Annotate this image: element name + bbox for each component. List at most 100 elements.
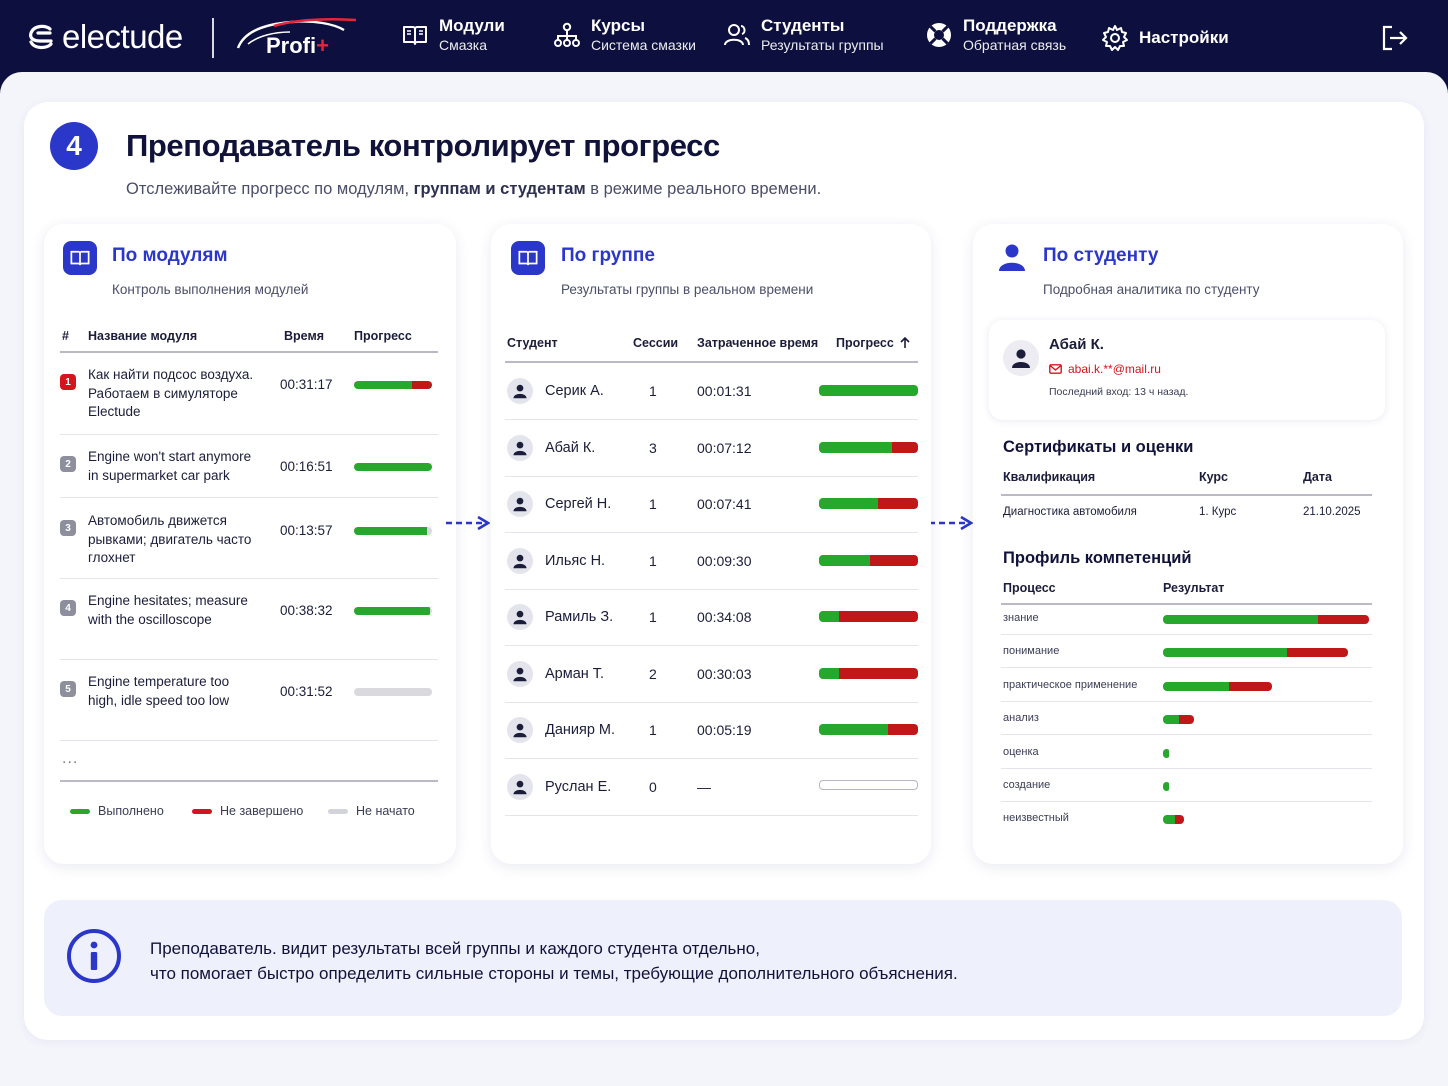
module-number: 3 [60, 520, 76, 536]
sessions-count: 3 [649, 439, 657, 456]
row-divider [505, 588, 918, 590]
module-name[interactable]: Engine won't start anymore in supermarke… [88, 449, 252, 483]
spent-time: 00:07:12 [697, 439, 752, 456]
sessions-count: 2 [649, 665, 657, 682]
book-icon [63, 241, 97, 275]
student-profile-card[interactable]: Абай К. abai.k.**@mail.ru Последний вход… [989, 320, 1385, 420]
table-row[interactable]: Рамиль З. 1 00:34:08 [505, 590, 918, 646]
module-name[interactable]: Автомобиль движется рывками; двигатель ч… [88, 513, 252, 565]
col-progress-sortable[interactable]: Прогресс [836, 336, 910, 350]
legend-incomplete-swatch [192, 808, 212, 814]
user-icon [513, 723, 527, 738]
module-time: 00:38:32 [280, 603, 333, 618]
competency-done-segment [1163, 782, 1170, 791]
modules-panel: По модулям Контроль выполнения модулей #… [44, 224, 456, 864]
competency-bar [1163, 715, 1194, 725]
competency-bar [1163, 815, 1184, 825]
competency-name: создание [1003, 779, 1051, 791]
sessions-count: 1 [649, 722, 657, 738]
logo-text: electude [62, 18, 183, 55]
student-email[interactable]: abai.k.**@mail.ru [1049, 362, 1161, 376]
legend-not-started: Не начато [328, 804, 415, 818]
sessions-count: 1 [649, 552, 657, 569]
electude-logo[interactable]: electude [26, 18, 183, 56]
student-name: Ильяс Н. [545, 552, 606, 569]
row-divider [1001, 700, 1372, 702]
competency-name: анализ [1003, 712, 1039, 725]
sessions-count: 1 [649, 383, 657, 399]
row-divider [1001, 801, 1372, 802]
row-divider [505, 701, 918, 703]
table-row[interactable]: Абай К. 3 00:07:12 [505, 421, 918, 477]
nav-item-modules[interactable]: Модули Смазка [401, 16, 505, 54]
table-row[interactable]: Сергей Н. 1 00:07:41 [505, 477, 918, 533]
competency-bar [1163, 782, 1170, 791]
row-divider [505, 419, 918, 420]
cert-header-divider [1001, 494, 1372, 496]
user-icon [999, 244, 1025, 271]
logout-icon[interactable] [1380, 24, 1408, 52]
module-number: 4 [60, 600, 76, 616]
avatar [507, 773, 533, 800]
info-box: Преподаватель. видит результаты всей гру… [44, 900, 1402, 1016]
sessions-count: 1 [649, 496, 657, 512]
competency-name: оценка [1003, 745, 1039, 758]
competency-done-segment [1163, 748, 1170, 758]
progress-done-segment [819, 611, 839, 622]
student-name: Руслан Е. [545, 778, 612, 795]
col-progress: Прогресс [354, 329, 412, 343]
student-panel: По студенту Подробная аналитика по студе… [973, 224, 1403, 864]
cert-course: 1. Курс [1199, 506, 1237, 518]
row-divider [1001, 767, 1372, 769]
cert-date: 21.10.2025 [1303, 506, 1361, 518]
avatar [507, 717, 533, 743]
nav-item-students[interactable]: Студенты Результаты группы [723, 16, 884, 54]
competency-name: практическое применение [1003, 678, 1138, 691]
legend-done: Выполнено [70, 804, 164, 818]
table-row[interactable]: Данияр М. 1 00:05:19 [505, 703, 918, 759]
arrow-right-icon [446, 516, 490, 530]
student-progress-bar [819, 385, 918, 396]
col-time: Время [284, 329, 324, 343]
table-row[interactable]: Ильяс Н. 1 00:09:30 [505, 534, 918, 590]
info-text: Преподаватель. видит результаты всей гру… [150, 939, 958, 983]
row-divider [60, 740, 438, 741]
student-progress-bar [819, 667, 918, 679]
page-subtitle: Отслеживайте прогресс по модулям, группа… [126, 180, 822, 198]
student-progress-bar [819, 441, 918, 453]
nav-item-settings[interactable]: Настройки [1101, 24, 1229, 52]
table-row[interactable]: Серик А. 1 00:01:31 [505, 364, 918, 420]
table-row[interactable]: Руслан Е. 0 — [505, 760, 918, 816]
footer-divider [60, 780, 438, 782]
col-number: # [62, 329, 69, 343]
student-panel-subtitle: Подробная аналитика по студенту [1043, 282, 1260, 297]
user-icon [513, 667, 527, 681]
module-name[interactable]: Engine temperature too high, idle speed … [88, 674, 230, 708]
nav-item-support[interactable]: Поддержка Обратная связь [925, 16, 1066, 54]
module-name[interactable]: Как найти подсос воздуха. Работаем в сим… [88, 367, 254, 419]
competency-done-segment [1163, 815, 1176, 825]
student-name: Арман Т. [545, 665, 605, 682]
row-divider [60, 434, 438, 435]
progress-done-segment [354, 607, 430, 615]
progress-incomplete-segment [838, 667, 918, 679]
progress-incomplete-segment [892, 441, 918, 453]
col-module-name: Название модуля [88, 329, 198, 343]
progress-done-segment [354, 381, 412, 389]
sessions-count: 0 [649, 778, 657, 795]
group-panel: По группе Результаты группы в реальном в… [491, 224, 931, 864]
progress-done-segment [354, 527, 428, 535]
spent-time: 00:05:19 [697, 722, 752, 738]
nav-item-courses[interactable]: Курсы Система смазки [553, 16, 696, 54]
table-row[interactable]: Арман Т. 2 00:30:03 [505, 647, 918, 703]
competency-done-segment [1163, 615, 1318, 624]
student-progress-bar [819, 611, 918, 622]
legend-not-started-swatch [328, 808, 348, 814]
module-number: 1 [60, 374, 76, 390]
lifebuoy-icon [927, 23, 951, 47]
module-name[interactable]: Engine hesitates; measure with the oscil… [88, 593, 248, 627]
module-progress-bar [354, 463, 432, 471]
competency-bar [1163, 648, 1349, 658]
modules-panel-subtitle: Контроль выполнения модулей [112, 282, 309, 297]
progress-done-segment [354, 463, 432, 471]
